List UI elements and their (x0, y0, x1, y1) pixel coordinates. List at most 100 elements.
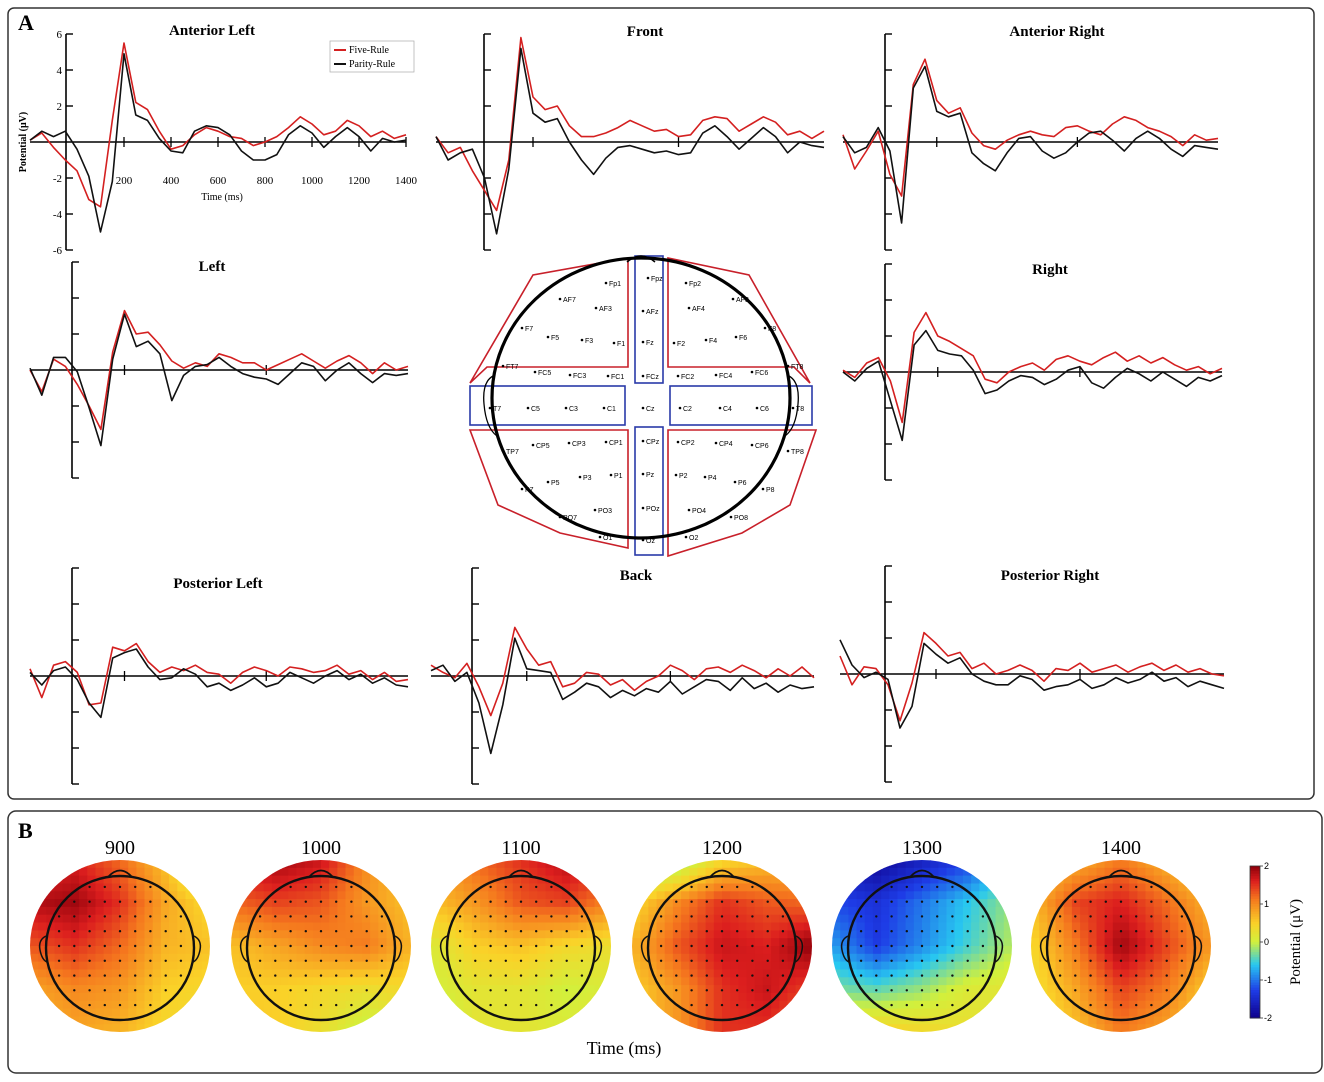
sensor-dot (1180, 915, 1184, 918)
sensor-dot (489, 900, 492, 903)
electrode-dot (612, 341, 616, 345)
topo-cell (672, 899, 682, 908)
topo-cell (1031, 930, 1040, 939)
topo-cell (431, 883, 440, 892)
topo-cell (136, 953, 146, 963)
topo-cell (954, 953, 964, 963)
sensor-dot (1165, 989, 1168, 992)
topo-cell (561, 922, 571, 931)
electrode-label: Fpz (651, 276, 663, 283)
topo-cell (1129, 985, 1138, 994)
sensor-dot (103, 885, 107, 889)
sensor-dot (380, 915, 384, 918)
topo-cell (337, 977, 347, 986)
topo-cell (255, 969, 265, 978)
sensor-dot (766, 944, 769, 948)
topo-cell (913, 860, 923, 869)
topo-cell (848, 946, 858, 955)
topo-cell (496, 860, 506, 869)
topo-cell (1161, 899, 1171, 908)
topo-cell (722, 1000, 731, 1010)
topo-cell (361, 1008, 371, 1017)
sensor-dot (118, 930, 122, 933)
topo-cell (954, 1008, 964, 1017)
topo-cell (46, 1008, 56, 1017)
topo-cell (87, 867, 97, 877)
topo-cell (705, 922, 715, 931)
sensor-dot (1165, 944, 1168, 948)
topo-cell (185, 930, 195, 939)
topo-cell (762, 1024, 772, 1032)
electrode-dot (786, 364, 790, 368)
topo-cell (296, 875, 306, 884)
electrode-label: PO7 (563, 515, 577, 522)
topo-cell (1104, 891, 1114, 900)
sensor-dot (736, 989, 739, 992)
erp-plot: Right (842, 262, 1223, 481)
topo-cell (95, 922, 105, 931)
topo-cell (1112, 953, 1122, 963)
topo-cell (46, 1024, 56, 1032)
topo-cell (1121, 985, 1130, 994)
sensor-dot (875, 930, 878, 933)
topo-cell (271, 906, 281, 916)
topo-cell (640, 860, 649, 869)
topo-cell (762, 883, 772, 892)
topo-cell (832, 992, 841, 1002)
topo-cell (1063, 946, 1073, 955)
topo-cell (529, 1000, 538, 1010)
topo-cell (463, 906, 473, 916)
five-rule-line (29, 42, 407, 208)
topo-cell (681, 899, 690, 908)
topo-cell (1047, 891, 1057, 900)
colorbar-cell (1250, 942, 1260, 946)
topo-cell (46, 953, 56, 963)
colorbar-tick-label: 0 (1264, 937, 1269, 947)
topo-cell (1088, 922, 1098, 931)
topo-cell (1161, 860, 1171, 869)
x-tick-label: 1000 (301, 175, 324, 187)
topo-cell (705, 906, 715, 916)
topo-cell (169, 930, 178, 939)
topo-cell (664, 1024, 674, 1032)
topo-cell (713, 899, 723, 908)
topo-cell (872, 946, 882, 955)
topo-cell (1063, 914, 1073, 924)
parity-rule-line (29, 313, 409, 447)
topo-cell (345, 899, 355, 908)
topo-cell (136, 961, 146, 970)
topo-cell (681, 891, 690, 900)
topo-cell (730, 891, 739, 900)
topo-cell (586, 1008, 596, 1017)
sensor-dot (550, 989, 553, 992)
topo-cell (177, 1000, 187, 1010)
topo-cell (288, 899, 298, 908)
colorbar-cell (1250, 990, 1260, 994)
topo-cell (553, 867, 563, 877)
topo-cell (529, 906, 538, 916)
topo-cell (136, 985, 146, 994)
topo-cell (62, 914, 72, 924)
topo-cell (881, 1016, 890, 1025)
topo-cell (87, 953, 97, 963)
topo-cell (1121, 1008, 1130, 1017)
topo-cell (705, 938, 715, 947)
topo-cell (46, 860, 56, 869)
topo-cell (447, 1024, 457, 1032)
topo-cell (386, 891, 396, 900)
topo-cell (95, 992, 105, 1002)
topo-cell (746, 899, 756, 908)
topo-cell (1096, 867, 1106, 877)
topo-cell (1112, 860, 1122, 869)
topo-cell (38, 946, 47, 955)
topo-cell (529, 953, 538, 963)
topo-cell (1145, 985, 1155, 994)
topo-cell (193, 899, 203, 908)
topo-cell (144, 883, 154, 892)
topo-cell (488, 875, 498, 884)
topo-cell (1145, 891, 1155, 900)
topo-cell (95, 860, 105, 869)
topo-cell (402, 899, 411, 908)
sensor-dot (289, 944, 292, 948)
